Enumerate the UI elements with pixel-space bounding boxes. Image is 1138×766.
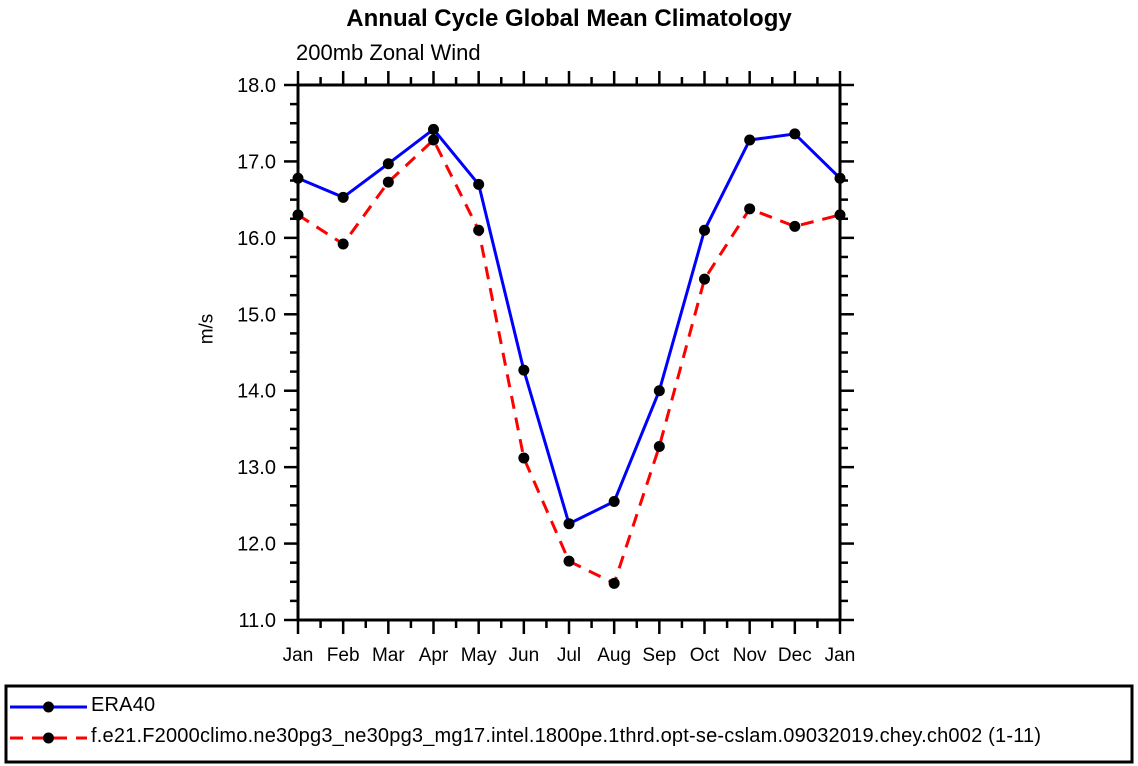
data-point-marker [834,209,846,221]
data-point-marker [608,577,620,589]
month-label: Jun [509,645,540,666]
legend-box [4,684,1134,764]
month-label: Jul [557,645,581,666]
solid-line [297,127,842,526]
svg-text:18.0: 18.0 [237,75,276,97]
y-axis-ticks-right [840,83,854,622]
svg-text:11.0: 11.0 [239,610,276,632]
svg-text:14.0: 14.0 [237,381,276,403]
data-point-marker [428,134,439,146]
data-point-marker [563,555,575,567]
month-label: Apr [419,645,449,666]
data-point-marker [473,178,485,190]
data-point-marker [834,172,846,184]
svg-text:17.0: 17.0 [237,151,276,173]
legend-label-model-run: f.e21.F2000climo.ne30pg3_ne30pg3_mg17.in… [91,725,1042,747]
data-point-marker [653,385,665,397]
data-point-marker [518,452,530,464]
month-label: Jan [825,645,856,666]
svg-text:15.0: 15.0 [237,304,276,326]
data-point-marker [608,496,620,508]
data-point-marker [473,224,485,236]
data-point-marker [337,191,349,203]
month-label: Mar [372,645,405,666]
month-label: Feb [327,645,360,666]
series-model-run [297,137,841,586]
legend-label-era40: ERA40 [91,694,156,716]
y-tick-labels: 11.0 12.0 13.0 14.0 15.0 16.0 17.0 18.0 [237,75,276,632]
data-point-marker [563,518,575,530]
data-point-marker [789,128,801,140]
chart-title: Annual Cycle Global Mean Climatology [346,5,792,32]
data-point-marker [789,220,801,232]
y-axis-ticks-left [284,83,298,622]
x-tick-labels: Jan Feb Mar Apr May Jun Jul Aug Sep Oct Nov Dec Jan [283,645,856,666]
legend-marker [43,701,54,713]
data-point-marker [292,209,304,221]
x-axis-ticks-bottom [296,620,842,634]
y-axis-unit-label: m/s [196,313,218,345]
series-era40-markers [292,123,846,530]
data-point-marker [337,238,349,250]
month-label: Nov [733,645,767,666]
svg-text:13.0: 13.0 [237,457,276,479]
legend-marker [43,732,54,744]
legend-sample-model-run [10,732,87,744]
data-point-marker [382,158,394,170]
series-model-run-markers [292,134,846,589]
month-label: Dec [778,645,812,666]
series-era40 [297,127,842,526]
data-point-marker [699,273,710,285]
data-point-marker [744,134,756,146]
legend-sample-era40 [10,701,87,713]
data-point-marker [699,224,710,236]
month-label: Aug [597,645,631,666]
month-label: Oct [690,645,720,666]
data-point-marker [382,176,394,188]
month-label: Sep [642,645,676,666]
svg-text:16.0: 16.0 [237,228,276,250]
data-point-marker [744,203,756,215]
data-point-marker [428,123,439,135]
plot-frame [296,83,842,622]
data-point-marker [518,364,530,376]
chart-subtitle: 200mb Zonal Wind [296,40,481,65]
month-label: Jan [283,645,314,666]
svg-text:12.0: 12.0 [237,534,276,556]
x-axis-ticks-top [296,71,842,85]
dashed-line [297,137,841,586]
month-label: May [461,645,497,666]
data-point-marker [653,441,665,453]
data-point-marker [292,172,304,184]
